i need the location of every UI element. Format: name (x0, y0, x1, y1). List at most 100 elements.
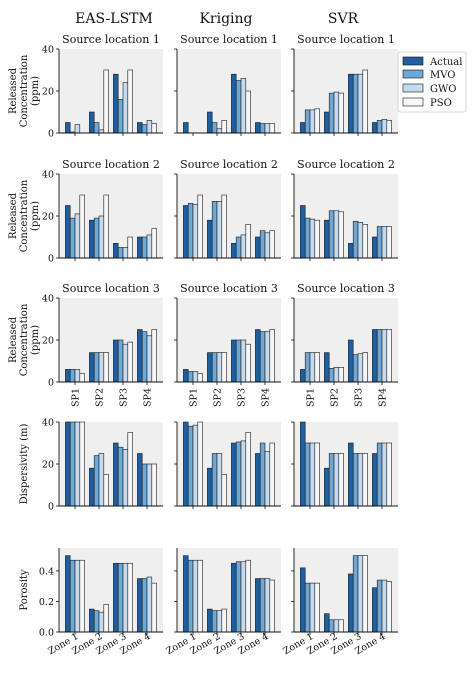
panel-r1-c3: Source location 1 (291, 33, 398, 136)
bar-mvo-sp2 (211, 122, 218, 134)
bar-pso-sp3 (127, 341, 133, 383)
bar-gwo-sp2 (98, 352, 105, 383)
bar-mvo-zone-3 (117, 446, 124, 507)
bar-mvo-sp4 (376, 120, 383, 134)
bar-gwo-zone-1 (192, 424, 199, 507)
bar-pso-sp1 (314, 108, 320, 134)
bar-gwo-sp2 (216, 128, 223, 134)
bar-actual-sp4 (372, 236, 378, 259)
bar-mvo-zone-4 (141, 578, 148, 633)
bar-mvo-zone-2 (93, 455, 100, 507)
bar-mvo-sp1 (69, 369, 76, 383)
bar-actual-zone-4 (137, 453, 143, 507)
bar-mvo-sp4 (259, 230, 266, 259)
bar-actual-sp2 (89, 219, 95, 259)
bar-actual-sp1 (300, 122, 306, 134)
bar-pso-zone-3 (362, 555, 368, 633)
bar-gwo-zone-2 (333, 619, 340, 633)
bar-actual-zone-1 (183, 421, 189, 507)
column-title-eas-lstm: EAS-LSTM (75, 11, 153, 27)
bar-mvo-sp3 (117, 247, 124, 259)
bar-gwo-sp3 (240, 78, 247, 134)
bar-actual-sp4 (137, 329, 143, 383)
bar-pso-sp1 (197, 373, 203, 383)
bar-pso-sp4 (151, 329, 157, 383)
bar-gwo-sp2 (216, 352, 223, 383)
panel-r4-c1: 0 20 40 (42, 418, 163, 513)
bar-pso-zone-1 (314, 582, 320, 633)
bar-actual-sp3 (231, 243, 237, 259)
y-tick-label: 40 (42, 294, 54, 305)
legend-swatch-actual (402, 56, 424, 66)
legend-label-gwo: GWO (430, 84, 456, 95)
bar-gwo-sp2 (98, 129, 105, 134)
panel-r4-c3 (291, 421, 398, 509)
bar-pso-sp2 (221, 352, 227, 383)
y-tick-label: 0 (48, 502, 54, 513)
panel-r2-c3: Source location 2 (291, 158, 398, 261)
bar-gwo-sp4 (381, 119, 388, 134)
bar-mvo-zone-4 (259, 578, 266, 633)
bar-actual-sp3 (113, 243, 119, 259)
bar-actual-sp2 (207, 352, 213, 383)
panel-r1-c2: Source location 1 (174, 33, 281, 136)
bar-gwo-sp4 (146, 335, 153, 383)
bar-mvo-zone-1 (69, 559, 76, 633)
panel-title: Source location 3 (62, 282, 160, 295)
bar-actual-sp4 (137, 122, 143, 134)
panel-title: Source location 1 (62, 33, 160, 46)
legend-label-mvo: MVO (430, 70, 455, 81)
bar-gwo-zone-4 (381, 442, 388, 507)
bar-gwo-zone-1 (192, 559, 199, 633)
bar-actual-sp4 (255, 122, 261, 134)
y-tick-label: 40 (42, 418, 54, 429)
bar-gwo-sp1 (74, 124, 81, 134)
panel-background (177, 49, 281, 133)
bar-gwo-sp3 (122, 343, 129, 383)
bar-actual-sp4 (372, 122, 378, 134)
bar-gwo-zone-3 (122, 448, 129, 507)
bar-gwo-zone-2 (216, 610, 223, 633)
bar-actual-zone-2 (89, 608, 95, 633)
bar-actual-zone-3 (348, 442, 354, 507)
bar-pso-zone-2 (103, 474, 109, 507)
bar-gwo-sp3 (357, 73, 364, 134)
panel-title: Source location 1 (297, 33, 395, 46)
bar-mvo-zone-1 (187, 425, 194, 507)
bar-actual-sp1 (65, 122, 71, 134)
panel-r4-c2 (174, 421, 281, 509)
y-tick-label: 40 (42, 170, 54, 181)
bar-mvo-sp1 (304, 352, 311, 383)
bar-pso-zone-3 (245, 559, 251, 633)
x-tick-label: SP3 (354, 388, 365, 407)
bar-gwo-sp4 (146, 120, 153, 134)
bar-pso-sp3 (362, 352, 368, 383)
y-tick-label: 20 (42, 212, 54, 223)
x-tick-label: SP4 (261, 388, 272, 407)
bar-mvo-sp3 (117, 99, 124, 134)
bar-actual-sp3 (348, 243, 354, 259)
x-tick-label: SP2 (95, 388, 106, 407)
bar-actual-zone-4 (255, 453, 261, 507)
bar-pso-sp2 (338, 92, 344, 134)
bar-gwo-sp2 (333, 91, 340, 134)
bar-actual-zone-2 (207, 467, 213, 507)
legend-frame (397, 51, 467, 113)
bar-mvo-zone-4 (376, 442, 383, 507)
bar-gwo-zone-1 (309, 442, 316, 507)
bar-actual-zone-1 (300, 567, 306, 633)
bar-gwo-sp4 (264, 123, 271, 134)
bar-gwo-zone-4 (264, 451, 271, 507)
x-tick-label: SP4 (143, 388, 154, 407)
bar-pso-sp4 (386, 120, 392, 134)
bar-actual-sp1 (300, 369, 306, 383)
bar-actual-zone-2 (324, 613, 330, 633)
panel-r3-c3: SP1 SP2 SP3 SP4 Source location 3 (291, 282, 398, 407)
bar-pso-sp4 (386, 329, 392, 383)
bar-mvo-sp3 (352, 73, 359, 134)
bar-actual-sp4 (137, 236, 143, 259)
bar-pso-zone-1 (197, 559, 203, 633)
bar-actual-sp3 (348, 339, 354, 383)
bar-actual-zone-3 (113, 562, 119, 633)
